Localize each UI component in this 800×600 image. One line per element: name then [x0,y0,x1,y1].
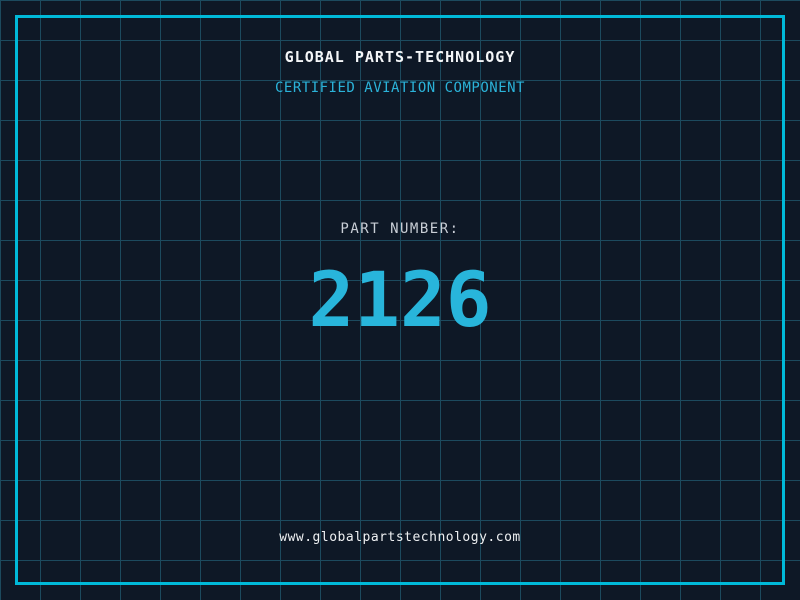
part-number-value: 2126 [308,255,492,344]
part-number-label: PART NUMBER: [340,221,460,237]
page-title: GLOBAL PARTS-TECHNOLOGY [284,48,516,66]
page-subtitle: CERTIFIED AVIATION COMPONENT [274,80,525,96]
website-url: www.globalpartstechnology.com [279,530,521,545]
